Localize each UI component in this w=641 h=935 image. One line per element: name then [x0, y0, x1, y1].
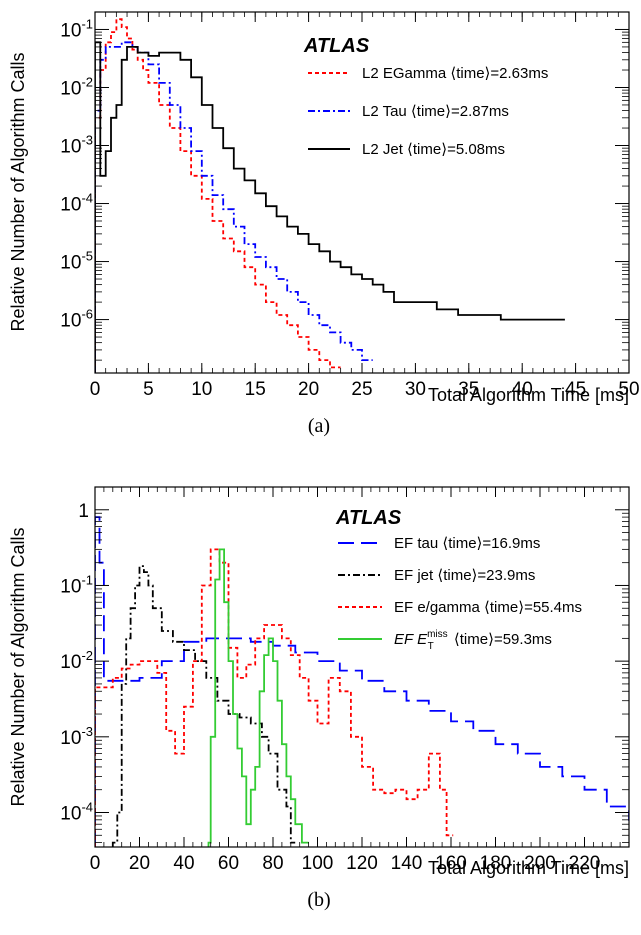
y-tick-label: 1 — [78, 501, 89, 522]
x-tick-label: 20 — [129, 853, 150, 874]
x-tick-label: 15 — [245, 379, 266, 400]
x-tick-label: 220 — [569, 853, 601, 874]
panel-b-caption: (b) — [307, 889, 330, 911]
y-tick-label: 10-5 — [60, 249, 93, 274]
legend-entry: L2 EGamma ⟨time⟩=2.63ms — [362, 65, 548, 82]
panel-b-chart: 0 20 40 60 80 100 120 140 160 180 200 220 1 10-1 10-2… — [8, 486, 630, 911]
panel-a-x-axis-title: Total Algorithm Time [ms] — [428, 385, 629, 405]
series-line-l2-egamma — [95, 18, 341, 373]
panel-b-frame — [94, 486, 630, 848]
legend-entry: L2 Tau ⟨time⟩=2.87ms — [362, 103, 509, 120]
y-tick-label: 10-2 — [60, 648, 93, 673]
x-tick-label: 40 — [173, 853, 194, 874]
panel-a-chart: 0 5 10 15 20 25 30 35 40 45 50 10-1 10-2 10-3 10-4 10-… — [8, 11, 640, 437]
x-tick-label: 25 — [351, 379, 372, 400]
series-line-l2-jet — [95, 41, 565, 373]
x-tick-label: 0 — [90, 853, 101, 874]
x-tick-label: 40 — [512, 379, 533, 400]
series-line-ef-tau — [95, 516, 629, 847]
series-line-ef-etmiss — [207, 548, 309, 847]
legend-entry: EF Emiss T ⟨time⟩=59.3ms — [394, 629, 552, 652]
y-tick-label: 10-4 — [60, 191, 93, 216]
y-tick-label: 10-3 — [60, 724, 93, 749]
y-tick-label: 10-1 — [60, 572, 93, 597]
legend-entry: EF tau ⟨time⟩=16.9ms — [394, 535, 540, 552]
panel-b-atlas-label: ATLAS — [335, 507, 402, 529]
legend-entry: L2 Jet ⟨time⟩=5.08ms — [362, 141, 505, 158]
series-line-l2-tau — [95, 41, 373, 373]
x-tick-label: 100 — [302, 853, 334, 874]
x-tick-label: 10 — [191, 379, 212, 400]
x-tick-label: 180 — [480, 853, 512, 874]
x-tick-label: 5 — [143, 379, 154, 400]
y-tick-label: 10-3 — [60, 133, 93, 158]
x-tick-label: 50 — [618, 379, 639, 400]
x-tick-label: 80 — [262, 853, 283, 874]
panel-a-y-axis-title: Relative Number of Algorithm Calls — [8, 52, 28, 331]
panel-a-atlas-label: ATLAS — [303, 35, 370, 57]
x-tick-label: 35 — [458, 379, 479, 400]
y-tick-label: 10-2 — [60, 74, 93, 99]
panel-b-y-axis-title: Relative Number of Algorithm Calls — [8, 527, 28, 806]
y-tick-label: 10-1 — [60, 16, 93, 41]
series-line-ef-e-gamma — [95, 548, 454, 847]
y-tick-label: 10-4 — [60, 799, 93, 824]
panel-b-x-axis-title: Total Algorithm Time [ms] — [428, 858, 629, 878]
x-tick-label: 120 — [346, 853, 378, 874]
legend-entry: EF e/gamma ⟨time⟩=55.4ms — [394, 599, 582, 616]
x-tick-label: 20 — [298, 379, 319, 400]
y-tick-label: 10-6 — [60, 307, 93, 332]
x-tick-label: 45 — [565, 379, 586, 400]
x-tick-label: 160 — [435, 853, 467, 874]
x-tick-label: 140 — [391, 853, 423, 874]
x-tick-label: 30 — [405, 379, 426, 400]
x-tick-label: 0 — [90, 379, 101, 400]
series-line-ef-jet — [111, 565, 296, 847]
x-tick-label: 60 — [218, 853, 239, 874]
x-tick-label: 200 — [524, 853, 556, 874]
panel-a-caption: (a) — [308, 415, 330, 437]
legend-entry: EF jet ⟨time⟩=23.9ms — [394, 567, 535, 584]
